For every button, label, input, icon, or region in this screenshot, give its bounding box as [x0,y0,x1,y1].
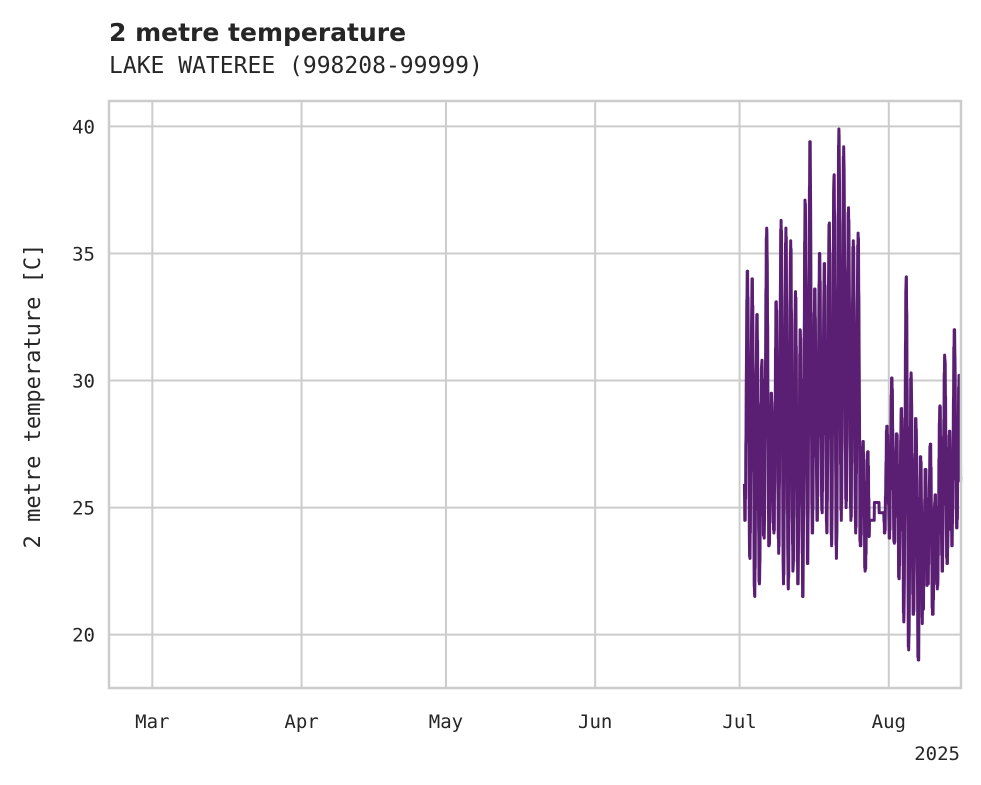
series-layer [742,127,963,662]
x-tick-label-aug: Aug [872,711,906,733]
x-year-label: 2025 [914,743,960,765]
y-tick-label-40: 40 [72,116,95,138]
y-tick-label-30: 30 [72,371,95,393]
plot-frame [107,99,963,690]
chart-title: 2 metre temperature [109,18,406,47]
x-tick-label-jun: Jun [578,711,612,733]
grid [109,101,961,688]
y-tick-label-25: 25 [72,498,95,520]
y-axis-label: 2 metre temperature [C] [21,244,46,549]
x-tick-label-may: May [429,711,463,733]
tick-labels: 20 25 30 35 40 Mar Apr May Jun Jul Aug [72,116,906,733]
x-tick-label-jul: Jul [722,711,756,733]
x-tick-label-mar: Mar [135,711,169,733]
chart-subtitle: LAKE WATEREE (998208-99999) [109,53,483,79]
x-tick-label-apr: Apr [284,711,318,733]
series-line-0 [742,127,963,662]
y-tick-label-35: 35 [72,243,95,265]
y-tick-label-20: 20 [72,625,95,647]
